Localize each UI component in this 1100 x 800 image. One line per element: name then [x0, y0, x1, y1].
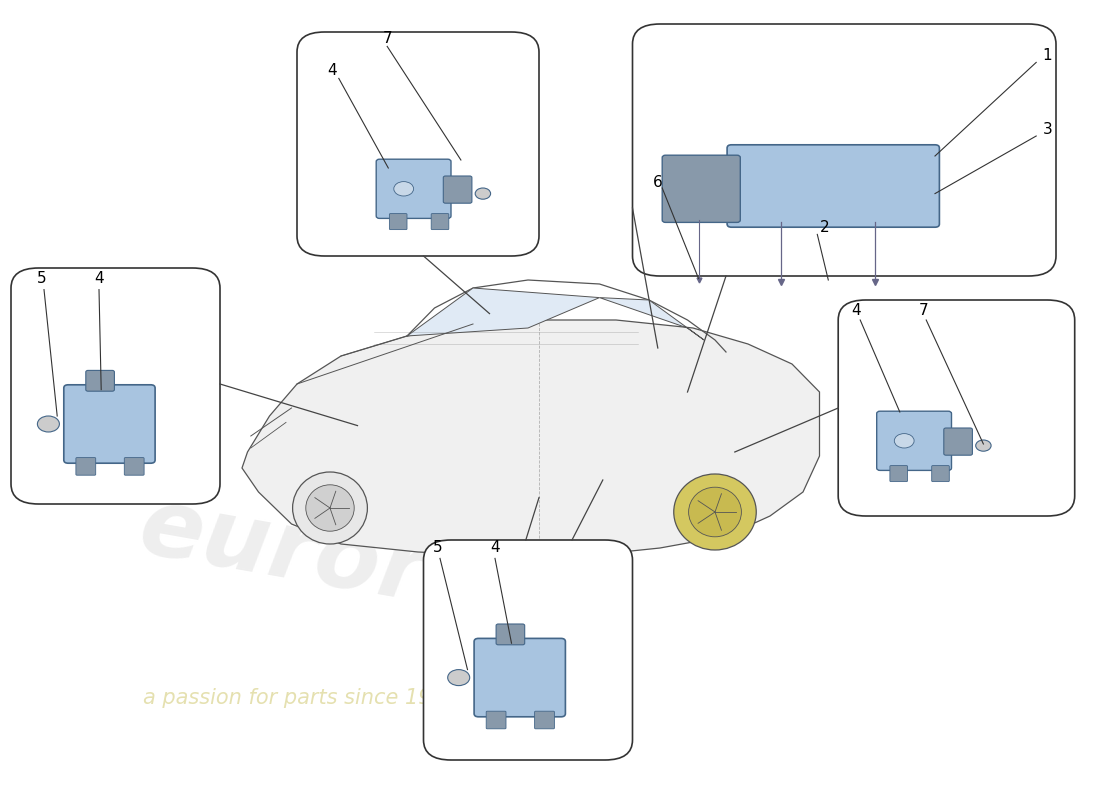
- Text: 5: 5: [37, 271, 46, 286]
- Circle shape: [394, 182, 414, 196]
- FancyBboxPatch shape: [486, 711, 506, 729]
- FancyBboxPatch shape: [76, 458, 96, 475]
- FancyBboxPatch shape: [632, 24, 1056, 276]
- FancyBboxPatch shape: [431, 214, 449, 230]
- Polygon shape: [407, 288, 600, 336]
- Text: 7: 7: [920, 303, 928, 318]
- Text: 2: 2: [821, 221, 829, 235]
- Text: 4: 4: [491, 541, 499, 555]
- FancyBboxPatch shape: [424, 540, 632, 760]
- FancyBboxPatch shape: [389, 214, 407, 230]
- FancyBboxPatch shape: [838, 300, 1075, 516]
- FancyBboxPatch shape: [376, 159, 451, 218]
- FancyBboxPatch shape: [496, 624, 525, 645]
- Text: 4: 4: [95, 271, 103, 286]
- FancyBboxPatch shape: [877, 411, 952, 470]
- Text: 3: 3: [1043, 122, 1052, 137]
- FancyBboxPatch shape: [297, 32, 539, 256]
- FancyBboxPatch shape: [944, 428, 972, 455]
- Text: eurorex: eurorex: [132, 482, 557, 644]
- FancyBboxPatch shape: [727, 145, 939, 227]
- Text: 1: 1: [1043, 49, 1052, 63]
- FancyBboxPatch shape: [662, 155, 740, 222]
- FancyBboxPatch shape: [890, 466, 908, 482]
- Ellipse shape: [293, 472, 367, 544]
- Text: 7: 7: [383, 31, 392, 46]
- FancyBboxPatch shape: [64, 385, 155, 463]
- FancyBboxPatch shape: [11, 268, 220, 504]
- Text: 5: 5: [433, 541, 442, 555]
- Polygon shape: [242, 320, 820, 556]
- Text: 4: 4: [328, 63, 337, 78]
- FancyBboxPatch shape: [535, 711, 554, 729]
- Circle shape: [37, 416, 59, 432]
- Text: a passion for parts since 1985: a passion for parts since 1985: [143, 688, 458, 708]
- FancyBboxPatch shape: [443, 176, 472, 203]
- Polygon shape: [600, 298, 704, 340]
- FancyBboxPatch shape: [932, 466, 949, 482]
- FancyBboxPatch shape: [86, 370, 114, 391]
- Circle shape: [448, 670, 470, 686]
- Circle shape: [475, 188, 491, 199]
- Text: 6: 6: [653, 175, 662, 190]
- Ellipse shape: [689, 487, 741, 537]
- Ellipse shape: [673, 474, 757, 550]
- FancyBboxPatch shape: [474, 638, 565, 717]
- FancyBboxPatch shape: [124, 458, 144, 475]
- Circle shape: [976, 440, 991, 451]
- Text: 4: 4: [851, 303, 860, 318]
- Circle shape: [894, 434, 914, 448]
- Ellipse shape: [306, 485, 354, 531]
